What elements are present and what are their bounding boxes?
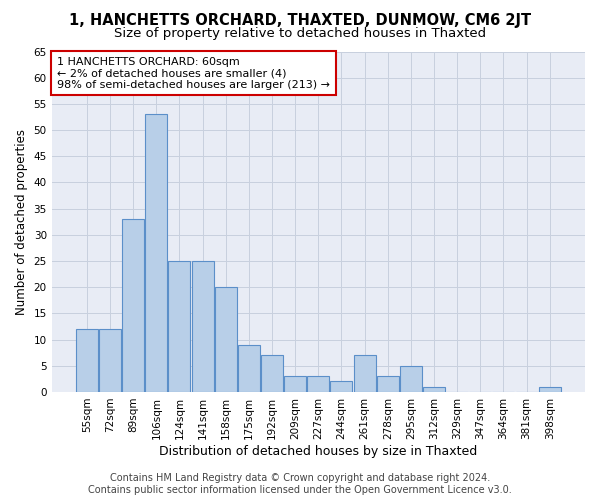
Text: 1 HANCHETTS ORCHARD: 60sqm
← 2% of detached houses are smaller (4)
98% of semi-d: 1 HANCHETTS ORCHARD: 60sqm ← 2% of detac… [57,56,330,90]
Bar [284,376,306,392]
Bar [331,382,352,392]
Bar [539,386,561,392]
Text: Size of property relative to detached houses in Thaxted: Size of property relative to detached ho… [114,28,486,40]
Bar [76,329,98,392]
Bar [261,356,283,392]
Bar [145,114,167,392]
Bar [99,329,121,392]
Bar [238,345,260,392]
Bar [377,376,399,392]
Text: Contains HM Land Registry data © Crown copyright and database right 2024.
Contai: Contains HM Land Registry data © Crown c… [88,474,512,495]
Bar [169,261,190,392]
Bar [307,376,329,392]
Text: 1, HANCHETTS ORCHARD, THAXTED, DUNMOW, CM6 2JT: 1, HANCHETTS ORCHARD, THAXTED, DUNMOW, C… [69,12,531,28]
Bar [400,366,422,392]
X-axis label: Distribution of detached houses by size in Thaxted: Distribution of detached houses by size … [159,444,478,458]
Bar [122,219,144,392]
Bar [353,356,376,392]
Bar [423,386,445,392]
Y-axis label: Number of detached properties: Number of detached properties [15,128,28,314]
Bar [215,287,237,392]
Bar [191,261,214,392]
